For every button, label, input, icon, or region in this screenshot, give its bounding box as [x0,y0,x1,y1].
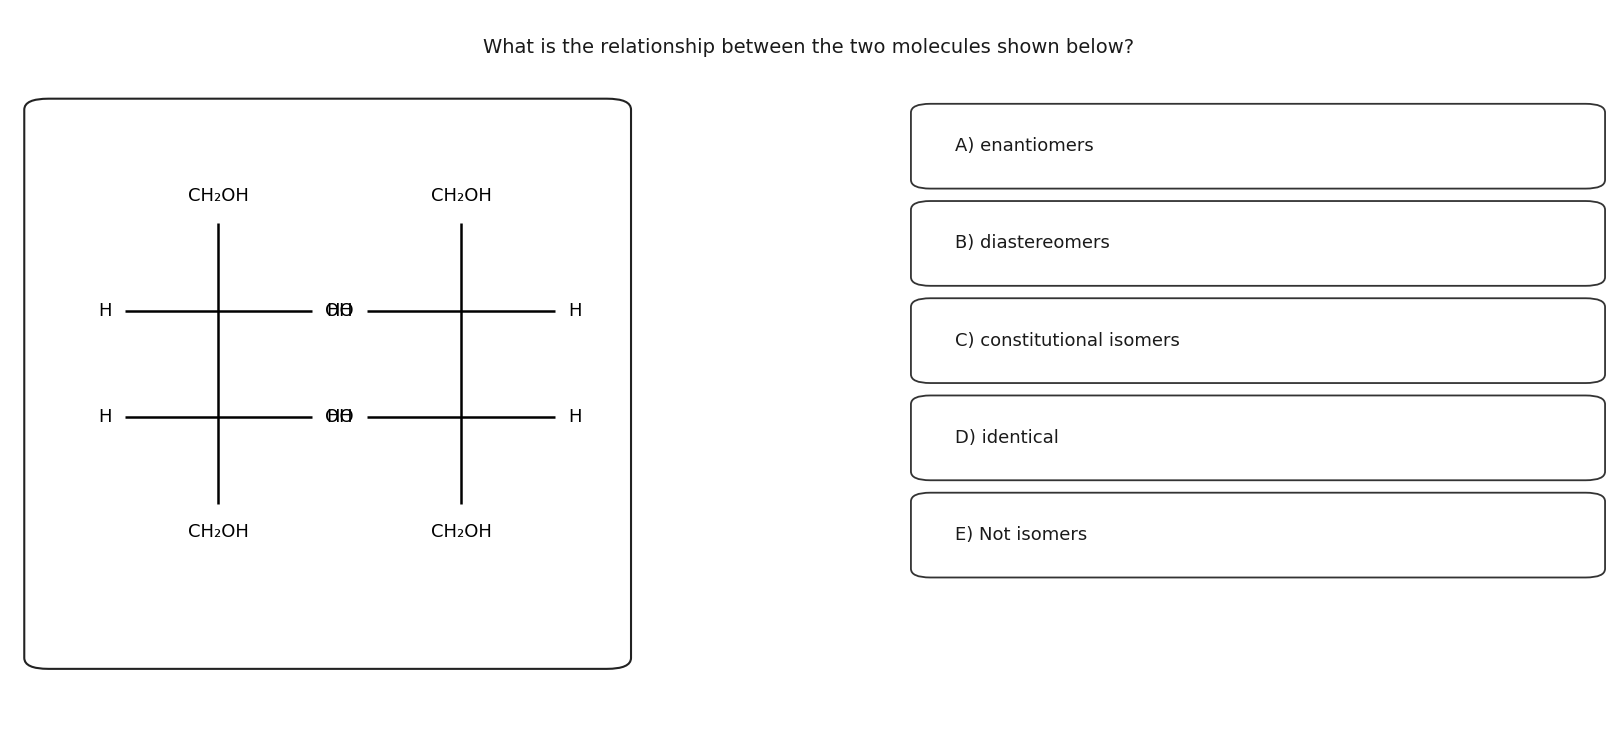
Text: CH₂OH: CH₂OH [188,186,249,205]
Text: D) identical: D) identical [955,429,1058,447]
Text: HO: HO [327,302,354,319]
Text: H: H [568,408,581,425]
FancyBboxPatch shape [24,99,631,669]
Text: OH: OH [325,408,353,425]
Text: OH: OH [325,302,353,319]
Text: H: H [568,302,581,319]
Text: E) Not isomers: E) Not isomers [955,526,1087,544]
Text: H: H [99,408,112,425]
FancyBboxPatch shape [911,298,1605,383]
Text: C) constitutional isomers: C) constitutional isomers [955,332,1180,349]
Text: CH₂OH: CH₂OH [188,523,249,541]
Text: What is the relationship between the two molecules shown below?: What is the relationship between the two… [484,38,1134,57]
FancyBboxPatch shape [911,395,1605,480]
Text: HO: HO [327,408,354,425]
FancyBboxPatch shape [911,201,1605,286]
Text: A) enantiomers: A) enantiomers [955,137,1094,155]
Text: H: H [99,302,112,319]
FancyBboxPatch shape [911,104,1605,189]
FancyBboxPatch shape [911,493,1605,577]
Text: CH₂OH: CH₂OH [430,523,492,541]
Text: CH₂OH: CH₂OH [430,186,492,205]
Text: B) diastereomers: B) diastereomers [955,235,1110,252]
